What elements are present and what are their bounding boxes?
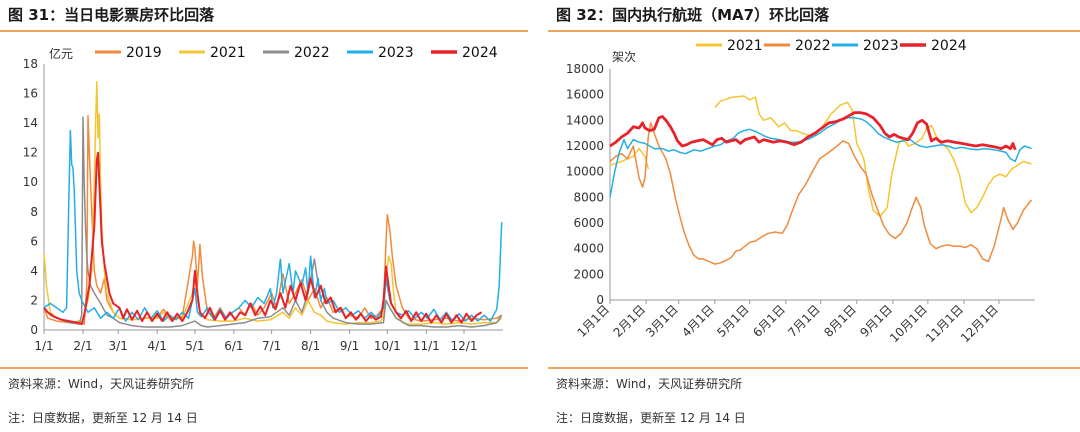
- y-tick-label: 14: [23, 116, 38, 130]
- legend-label-2024: 2024: [931, 38, 967, 54]
- y-tick-label: 0: [596, 293, 604, 307]
- series-line-2024: [43, 151, 483, 326]
- x-tick-label: 12/1: [451, 339, 478, 353]
- series-line-2022: [43, 116, 503, 328]
- x-tick-label: 7/1: [262, 339, 281, 353]
- x-tick-label: 8月1日: [821, 302, 859, 340]
- y-tick-label: 16: [23, 87, 38, 101]
- left-title-rule: [0, 30, 528, 32]
- series-line-2021: [609, 95, 1032, 218]
- y-tick-label: 14000: [566, 113, 604, 127]
- series-line-2024: [609, 111, 1017, 151]
- x-tick-label: 10月1日: [887, 302, 930, 345]
- right-flights-chart: 架次 0 2000 4000 6000 8000 10000 12000 14000 16000 1…: [566, 38, 1035, 345]
- y-tick-label: 12000: [566, 139, 604, 153]
- x-tick-label: 6月1日: [750, 302, 788, 340]
- left-figure-panel: 图 31：当日电影票房环比回落 亿元 0 2 4 6 8 10 12 14 16 18 1/1 2/1 3…: [0, 0, 528, 432]
- chart-legend: 2019 2021 2022 2023 2024: [95, 45, 498, 61]
- y-tick-label: 0: [30, 323, 38, 337]
- right-figure-panel: 图 32：国内执行航班（MA7）环比回落 架次 0 2000 4000 6000 8000…: [548, 0, 1080, 432]
- series-line-2023: [609, 117, 1032, 198]
- y-tick-label: 16000: [566, 88, 604, 102]
- legend-label-2021: 2021: [727, 38, 763, 54]
- y-tick-label: 2: [30, 293, 38, 307]
- y-tick-label: 18: [23, 57, 38, 71]
- x-tick-label: 7月1日: [785, 302, 823, 340]
- x-tick-label: 2/1: [73, 339, 92, 353]
- x-tick-label: 12月1日: [958, 302, 1001, 345]
- x-tick-label: 9/1: [340, 339, 359, 353]
- left-source-text: 资料来源：Wind，天风证券研究所: [8, 377, 195, 391]
- legend-label-2023: 2023: [378, 45, 414, 61]
- x-tick-label: 3/1: [109, 339, 128, 353]
- series-line-2021: [43, 80, 503, 325]
- series-line-2019: [43, 114, 503, 325]
- x-tick-label: 11月1日: [923, 302, 966, 345]
- right-source-rule: [548, 367, 1080, 369]
- y-tick-label: 4000: [573, 242, 604, 256]
- right-figure-title: 图 32：国内执行航班（MA7）环比回落: [556, 6, 830, 24]
- y-tick-label: 8: [30, 205, 38, 219]
- series-line-2023: [43, 129, 503, 322]
- y-tick-label: 4: [30, 264, 38, 278]
- y-tick-label: 10: [23, 175, 38, 189]
- legend-label-2022: 2022: [795, 38, 831, 54]
- right-source-text: 资料来源：Wind，天风证券研究所: [556, 377, 743, 391]
- x-tick-label: 3月1日: [643, 302, 681, 340]
- legend-label-2019: 2019: [126, 45, 162, 61]
- y-axis-label: 亿元: [49, 46, 73, 61]
- y-tick-label: 18000: [566, 62, 604, 76]
- x-tick-label: 4月1日: [679, 302, 717, 340]
- legend-label-2024: 2024: [462, 45, 498, 61]
- y-tick-label: 12: [23, 146, 38, 160]
- right-title-rule: [548, 30, 1080, 32]
- x-tick-label: 6/1: [224, 339, 243, 353]
- legend-label-2022: 2022: [294, 45, 330, 61]
- x-tick-label: 5月1日: [714, 302, 752, 340]
- x-tick-label: 4/1: [148, 339, 167, 353]
- y-tick-label: 8000: [573, 190, 604, 204]
- right-note-text: 注：日度数据，更新至 12 月 14 日: [556, 411, 746, 425]
- y-tick-label: 6000: [573, 216, 604, 230]
- left-source-rule: [0, 367, 528, 369]
- x-tick-label: 10/1: [374, 339, 401, 353]
- x-tick-label: 1/1: [34, 339, 53, 353]
- series-line-2022: [609, 122, 1033, 265]
- left-figure-title: 图 31：当日电影票房环比回落: [8, 6, 215, 24]
- x-tick-label: 8/1: [301, 339, 320, 353]
- legend-label-2021: 2021: [210, 45, 246, 61]
- legend-label-2023: 2023: [863, 38, 899, 54]
- x-tick-label: 11/1: [413, 339, 440, 353]
- x-tick-label: 5/1: [185, 339, 204, 353]
- left-box-office-chart: 亿元 0 2 4 6 8 10 12 14 16 18 1/1 2/1 3/1 4/1 5/1 6/1 7/1 8/…: [23, 45, 503, 353]
- chart-legend: 2021 2022 2023 2024: [696, 38, 967, 54]
- left-note-text: 注：日度数据，更新至 12 月 14 日: [8, 411, 198, 425]
- x-tick-label: 2月1日: [611, 302, 649, 340]
- y-tick-label: 10000: [566, 165, 604, 179]
- y-tick-label: 6: [30, 234, 38, 248]
- y-axis-label: 架次: [612, 50, 636, 64]
- y-tick-label: 2000: [573, 267, 604, 281]
- x-tick-label: 1月1日: [574, 302, 612, 340]
